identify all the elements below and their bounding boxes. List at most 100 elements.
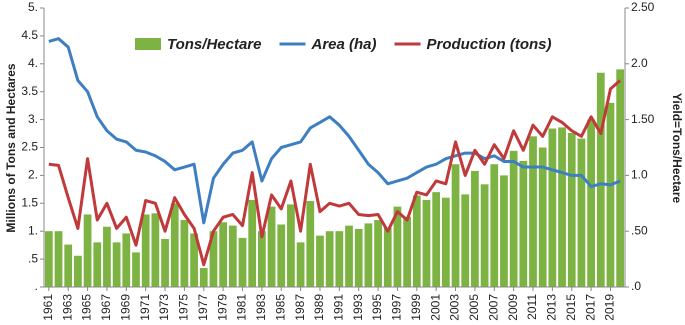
legend-label: Area (ha) — [310, 36, 376, 53]
bar — [161, 239, 169, 287]
y-tick-label: 5. — [28, 0, 38, 14]
x-tick-label: 2011 — [525, 294, 539, 320]
x-tick-label: 1965 — [80, 294, 94, 321]
bar — [538, 147, 547, 287]
x-tick-label: 2019 — [603, 294, 617, 321]
bar — [403, 216, 411, 287]
bar — [616, 69, 625, 287]
bar — [529, 136, 537, 287]
bar — [238, 237, 247, 287]
bar — [132, 252, 140, 287]
x-tick-label: 1979 — [215, 294, 229, 321]
x-tick-label: 1975 — [177, 294, 191, 321]
bar — [490, 164, 499, 287]
x-tick-label: 2003 — [448, 294, 462, 321]
y2-tick-label: .50 — [631, 223, 648, 237]
bar — [335, 231, 344, 287]
x-tick-label: 1999 — [409, 294, 423, 321]
bar — [577, 138, 586, 287]
x-tick-label: 1985 — [273, 294, 287, 321]
bar — [228, 225, 237, 287]
bar — [354, 228, 363, 287]
y-tick-label: 2. — [28, 168, 38, 182]
bar — [296, 242, 305, 287]
bar — [199, 268, 208, 287]
bar — [277, 224, 286, 287]
x-tick-label: 1961 — [41, 294, 55, 321]
x-tick-label: 1983 — [254, 294, 268, 321]
x-tick-label: 1977 — [196, 294, 210, 321]
x-tick-label: 1967 — [99, 294, 113, 321]
bar — [519, 160, 528, 287]
bar — [500, 175, 508, 287]
y-tick-label: 1. — [28, 223, 38, 237]
bar — [345, 225, 353, 287]
x-tick-label: 1991 — [332, 294, 346, 321]
bar — [509, 150, 518, 287]
bar — [267, 206, 276, 287]
bar — [44, 231, 53, 287]
bar — [596, 72, 605, 287]
x-tick-label: 1997 — [390, 294, 404, 321]
bar — [103, 226, 111, 287]
y-tick-label: 4.5 — [21, 28, 38, 42]
bar — [180, 220, 189, 287]
x-tick-label: 1993 — [351, 294, 365, 321]
x-tick-label: 2009 — [506, 294, 520, 321]
line — [48, 37, 621, 225]
x-tick-label: 1981 — [235, 294, 249, 321]
bar — [287, 204, 295, 287]
y2-tick-label: 1.0 — [631, 168, 648, 182]
bar — [248, 199, 257, 287]
x-tick-label: 1987 — [293, 294, 307, 321]
x-tick-label: 1969 — [118, 294, 132, 321]
y-tick-label: 3. — [28, 112, 38, 126]
bar — [112, 242, 121, 287]
bar — [441, 197, 450, 287]
x-tick-label: 2007 — [486, 294, 500, 321]
bar — [258, 231, 266, 287]
line — [48, 79, 622, 267]
bar — [64, 244, 73, 287]
y2-tick-label: 1.50 — [631, 112, 655, 126]
x-tick-label: 1973 — [157, 294, 171, 321]
bar — [432, 192, 441, 287]
bar — [93, 242, 102, 287]
bar — [383, 227, 392, 287]
y-tick-label: .5 — [28, 251, 38, 265]
bar — [374, 220, 382, 287]
bar — [83, 214, 92, 287]
y-tick-label: 4. — [28, 56, 38, 70]
bar — [151, 213, 160, 287]
bar — [567, 132, 576, 287]
y-tick-label: . — [35, 279, 38, 293]
x-tick-label: 2013 — [545, 294, 559, 321]
bar — [209, 231, 218, 287]
y2-tick-label: .0 — [631, 279, 641, 293]
bar — [54, 231, 63, 287]
y-tick-label: 2.5 — [21, 140, 38, 154]
bar — [170, 203, 179, 287]
x-tick-label: 2017 — [583, 294, 597, 321]
bar — [122, 233, 131, 287]
bar — [606, 102, 615, 287]
bar — [451, 164, 460, 287]
x-tick-label: 2001 — [428, 294, 442, 321]
x-tick-label: 1971 — [138, 294, 152, 321]
bar — [364, 223, 373, 287]
bar — [548, 128, 557, 287]
bar — [219, 222, 228, 287]
bar — [74, 255, 82, 287]
legend-label: Production (tons) — [427, 36, 552, 53]
bar — [480, 184, 489, 287]
bar — [471, 170, 479, 287]
bar — [412, 195, 421, 287]
bar — [558, 127, 566, 287]
y2-axis-title: Yield=Tons/Hectare — [670, 93, 684, 204]
bar — [587, 119, 595, 287]
bar — [422, 199, 431, 287]
x-tick-label: 1995 — [370, 294, 384, 321]
bar — [190, 233, 198, 287]
y2-tick-label: 2.0 — [631, 56, 648, 70]
